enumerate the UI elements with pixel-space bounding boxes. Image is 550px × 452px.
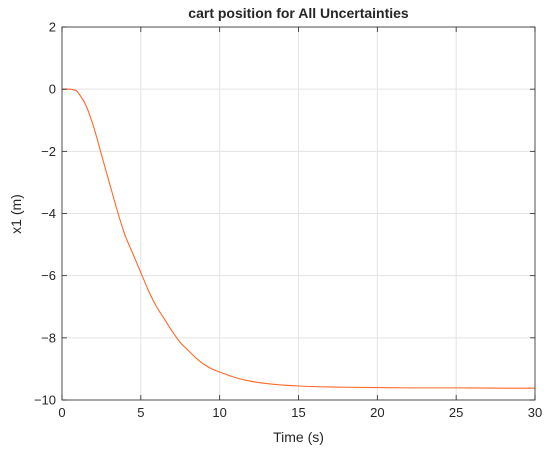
x-tick-label: 15 (291, 405, 305, 420)
y-tick-label: −10 (34, 393, 56, 408)
x-axis-label: Time (s) (273, 429, 324, 445)
x-tick-label: 30 (528, 405, 542, 420)
y-tick-label: −8 (41, 330, 56, 345)
x-tick-label: 10 (212, 405, 226, 420)
y-axis-label: x1 (m) (8, 194, 24, 234)
x-tick-label: 5 (137, 405, 144, 420)
series-line (61, 88, 536, 389)
y-tick-label: −4 (41, 206, 56, 221)
chart-title: cart position for All Uncertainties (188, 5, 409, 21)
grid (61, 26, 536, 401)
x-tick-label: 20 (370, 405, 384, 420)
y-tick-label: −2 (41, 144, 56, 159)
y-tick-label: 0 (49, 82, 56, 97)
y-tick-label: 2 (49, 20, 56, 35)
x-tick-label: 0 (58, 405, 65, 420)
x-tick-label: 25 (449, 405, 463, 420)
y-tick-label: −6 (41, 268, 56, 283)
series-layer (61, 88, 536, 389)
